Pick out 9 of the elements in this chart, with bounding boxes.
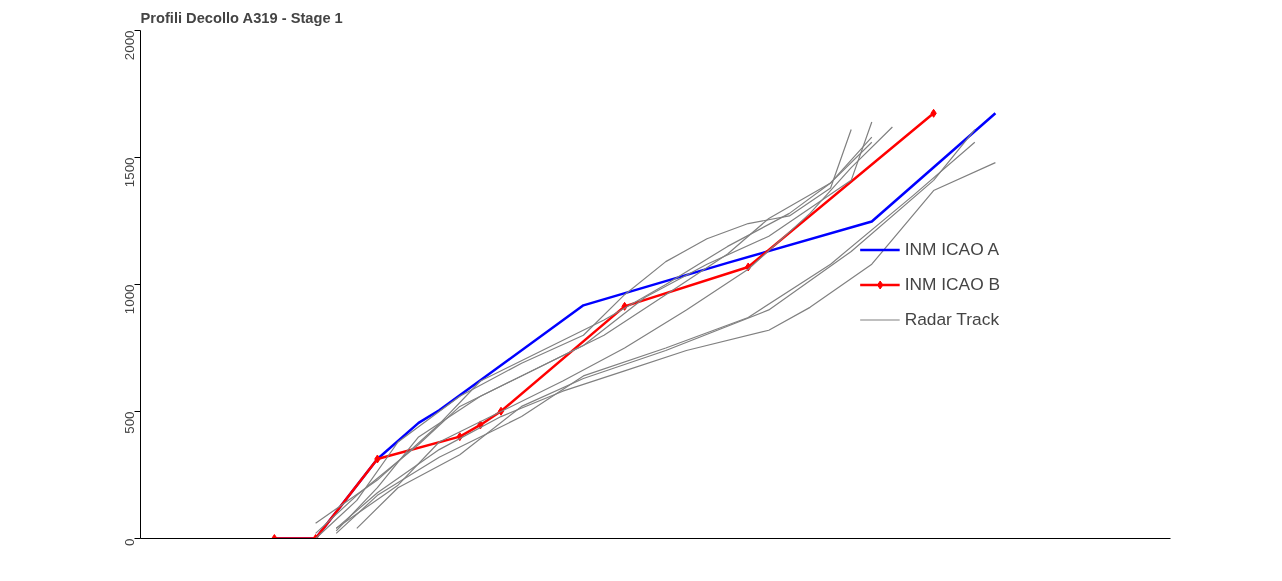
y-tick-label: 0: [122, 538, 137, 546]
y-tick-label: 1000: [122, 284, 137, 315]
y-tick-label: 1500: [122, 157, 137, 188]
y-tick-label: 2000: [122, 30, 137, 61]
legend-label: INM ICAO A: [904, 238, 1000, 260]
chart-title: Profili Decollo A319 - Stage 1: [140, 9, 343, 26]
y-tick-label: 500: [122, 411, 137, 434]
legend-label: INM ICAO B: [904, 273, 1000, 295]
legend-label: Radar Track: [904, 308, 1000, 330]
